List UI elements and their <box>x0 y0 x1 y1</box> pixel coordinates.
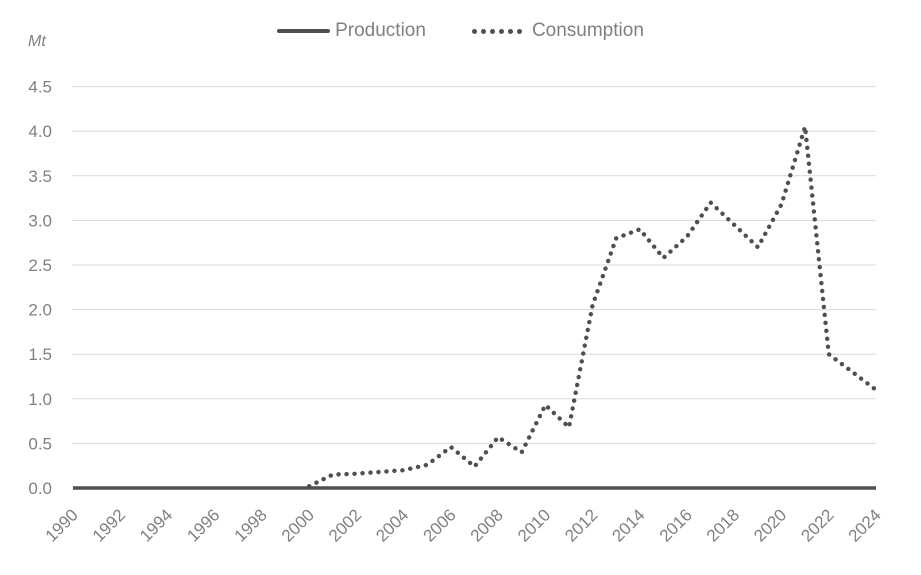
y-axis-tick-label: 4.5 <box>28 78 52 97</box>
legend-label-consumption: Consumption <box>531 20 644 41</box>
x-axis-tick-label: 2004 <box>372 505 412 545</box>
x-axis-tick-label: 2008 <box>467 505 507 545</box>
x-axis-tick-label: 1990 <box>42 505 82 545</box>
x-axis-tick-label: 2002 <box>325 505 365 545</box>
x-axis-tick-label: 2014 <box>608 505 648 545</box>
x-axis-tick-label: 2020 <box>750 505 790 545</box>
x-axis-tick-label: 1996 <box>183 505 223 545</box>
legend-item-production: Production <box>277 20 426 42</box>
x-axis-tick-label: 2010 <box>514 505 554 545</box>
x-axis-tick-label: 1994 <box>136 505 176 545</box>
y-axis-tick-label: 4.0 <box>28 122 52 141</box>
legend-item-consumption: Consumption <box>471 20 644 42</box>
production-line-swatch-icon <box>277 29 331 33</box>
chart-legend: Production Consumption <box>0 20 921 42</box>
y-axis-unit-label: Mt <box>28 33 46 50</box>
y-axis-tick-label: 3.5 <box>28 167 52 186</box>
x-axis-tick-label: 1992 <box>89 505 129 545</box>
x-axis-tick-label: 2018 <box>703 505 743 545</box>
x-axis-tick-label: 1998 <box>231 505 271 545</box>
y-axis-tick-label: 1.0 <box>28 390 52 409</box>
y-axis-tick-label: 2.0 <box>28 301 52 320</box>
x-axis-tick-label: 2012 <box>561 505 601 545</box>
x-axis-tick-label: 2000 <box>278 505 318 545</box>
y-axis-tick-label: 3.0 <box>28 211 52 230</box>
y-axis-tick-label: 1.5 <box>28 345 52 364</box>
x-axis-tick-label: 2016 <box>656 505 696 545</box>
x-axis-tick-label: 2022 <box>797 505 837 545</box>
x-axis-tick-label: 2024 <box>845 505 885 545</box>
y-axis-tick-label: 0.0 <box>28 479 52 498</box>
y-axis-tick-label: 0.5 <box>28 434 52 453</box>
consumption-line <box>307 124 879 489</box>
legend-label-production: Production <box>335 20 426 41</box>
y-axis-tick-label: 2.5 <box>28 256 52 275</box>
consumption-dots-swatch-icon <box>471 28 522 34</box>
x-axis-tick-label: 2006 <box>420 505 460 545</box>
